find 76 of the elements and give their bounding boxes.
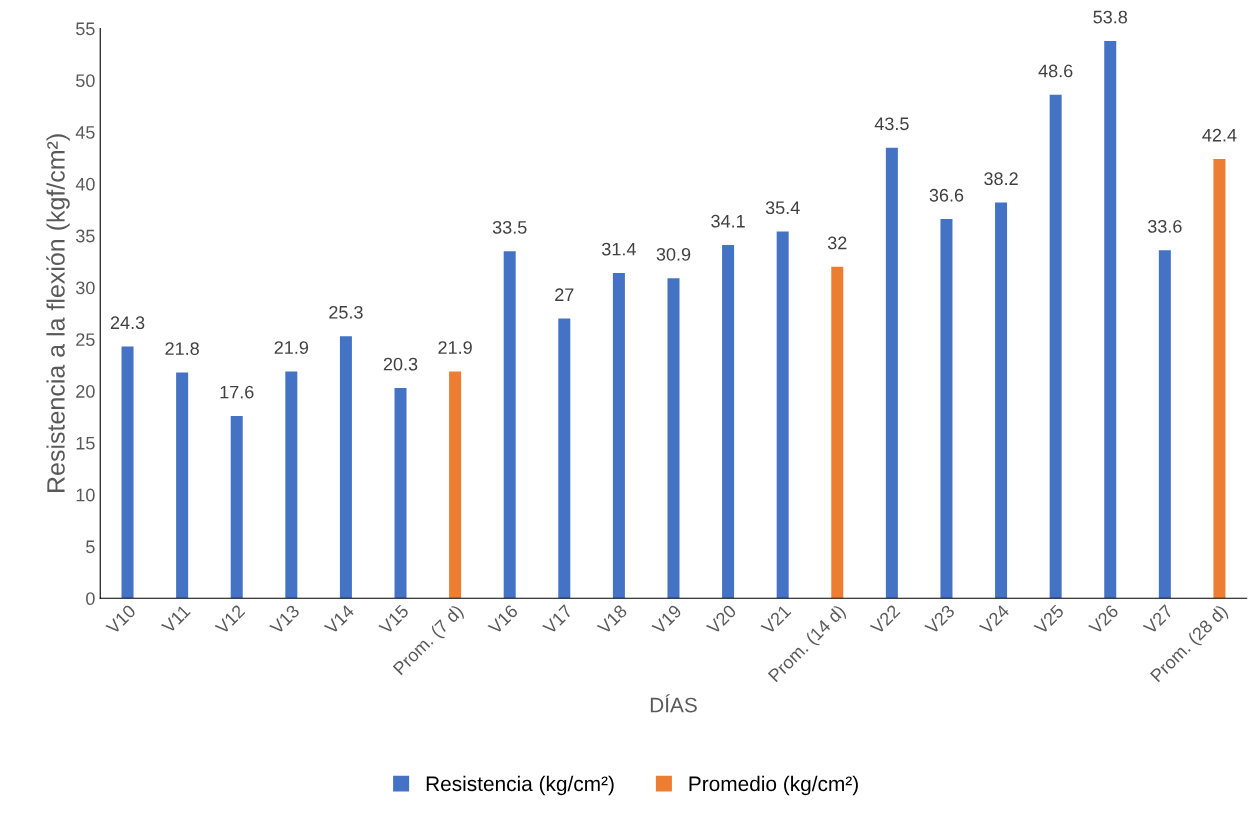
bar [667,278,680,599]
x-tick-label: V22 [869,604,901,636]
bar [885,147,898,599]
bar [1213,159,1226,599]
data-label: 21.8 [165,342,199,355]
data-label: 34.1 [711,214,745,228]
data-label: 20.3 [383,357,418,371]
x-tick-label: V21 [760,604,792,636]
x-tick-label: V17 [542,604,573,636]
data-label: 33.5 [492,220,527,234]
bar [776,231,789,599]
y-tick-label: 55 [76,22,95,36]
data-label: 27 [555,288,574,301]
x-tick-label: V11 [160,604,191,635]
data-label: 42.4 [1202,128,1237,142]
x-tick-label: V20 [705,603,737,636]
y-axis-title: Resistencia a la flexión (kgf/cm²) [46,134,70,492]
y-tick-label: 5 [86,540,95,554]
x-tick-label: V16 [487,604,519,636]
bar [722,245,735,599]
x-tick-label: V27 [1142,604,1174,636]
data-label: 17.6 [220,385,254,399]
y-tick-label: 50 [76,74,95,88]
data-label: 30.9 [656,247,691,261]
y-tick-label: 45 [75,126,95,139]
y-tick-label: 35 [75,229,95,243]
data-label: 31.4 [602,242,636,256]
bar [394,387,407,599]
data-label: 32 [827,236,847,250]
data-label: 24.3 [110,316,145,330]
y-tick-label: 10 [76,488,95,502]
bar [831,266,844,599]
data-label: 21.9 [438,341,472,354]
bar [1158,250,1171,599]
data-label: 43.5 [874,117,909,131]
bar [285,371,298,599]
data-label: 33.6 [1147,219,1182,233]
x-tick-label: V10 [105,603,137,636]
data-label: 35.4 [765,201,800,215]
bar [940,219,953,599]
x-tick-label: V26 [1087,604,1120,636]
bar [449,371,462,599]
y-tick-label: 20 [76,385,95,398]
bar [503,251,516,599]
y-tick-label: 40 [75,177,95,191]
x-tick-label: V25 [1033,604,1065,636]
data-label: 21.9 [274,341,309,354]
bar [1104,40,1117,599]
data-label: 25.3 [329,305,363,319]
x-tick-label: V14 [323,603,355,636]
data-label: 36.6 [929,188,964,202]
bar [995,202,1008,599]
y-tick-label: 0 [86,592,95,606]
y-tick-label: 30 [75,281,95,295]
bar [612,272,625,599]
x-tick-label: V12 [214,604,246,636]
bar [1049,94,1062,599]
x-tick-label: V24 [978,603,1010,636]
y-tick-label: 15 [76,437,95,450]
bar [176,372,189,599]
x-tick-label: V19 [651,604,683,636]
bar [230,415,243,599]
legend-label: Promedio (kg/cm²) [689,775,858,796]
bar [121,346,134,599]
x-tick-label: V15 [378,604,410,636]
legend-label: Resistencia (kg/cm²) [426,775,614,796]
x-tick-label: V13 [269,604,301,636]
data-label: 48.6 [1038,64,1073,78]
x-axis-title: DÍAS [650,694,697,713]
y-tick-label: 25 [76,333,95,347]
bar [339,336,352,599]
x-tick-label: V23 [924,604,956,636]
x-tick-label: V18 [596,604,628,636]
data-label: 38.2 [984,172,1018,186]
bar [558,318,571,599]
data-label: 53.8 [1093,10,1128,24]
